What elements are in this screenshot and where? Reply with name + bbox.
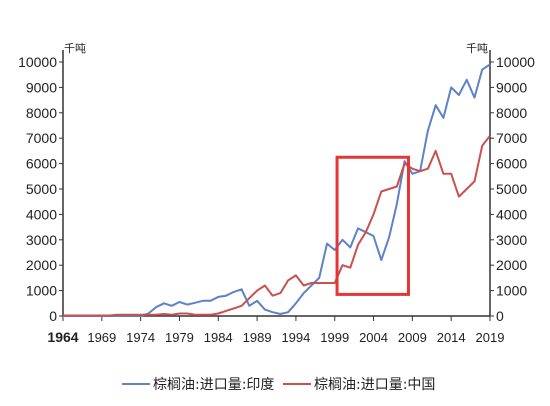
y-tick-label-left: 8000: [26, 105, 57, 121]
x-tick-label: 1984: [204, 330, 233, 345]
legend-label-china: 棕榈油:进口量:中国: [314, 377, 435, 393]
y-tick-label-left: 3000: [26, 232, 57, 248]
y-tick-label-left: 7000: [26, 130, 57, 146]
axes-group: 0 0 1000 1000 2000 2000 3000 3000 4000 4000 5000 50…: [18, 50, 535, 345]
y-axis-unit-right: 千吨: [466, 42, 488, 55]
highlight-box: [335, 155, 410, 296]
x-tick-label: 1989: [243, 330, 272, 345]
y-tick-label-right: 1000: [496, 283, 527, 299]
y-tick-label-left: 9000: [26, 79, 57, 95]
series-layer: [63, 63, 491, 317]
x-tick-label: 2019: [476, 330, 505, 345]
y-tick-label-right: 8000: [496, 105, 527, 121]
y-tick-label-right: 9000: [496, 79, 527, 95]
x-tick-label: 1979: [165, 330, 194, 345]
y-tick-label-left: 1000: [26, 283, 57, 299]
y-tick-label-left: 4000: [26, 206, 57, 222]
series-line-0: [63, 63, 491, 317]
x-tick-label: 1969: [87, 330, 116, 345]
y-tick-label-right: 0: [496, 308, 504, 324]
y-tick-label-right: 10000: [496, 54, 535, 70]
x-tick-label: 1994: [281, 330, 310, 345]
x-tick-label: 2014: [437, 330, 466, 345]
x-tick-label: 2009: [398, 330, 427, 345]
y-axis-unit-left: 千吨: [64, 42, 86, 55]
y-tick-label-right: 7000: [496, 130, 527, 146]
y-tick-label-right: 2000: [496, 257, 527, 273]
legend-label-india: 棕榈油:进口量:印度: [153, 377, 274, 393]
series-line-1: [63, 135, 491, 317]
y-tick-label-right: 6000: [496, 156, 527, 172]
y-tick-label-left: 10000: [18, 54, 57, 70]
x-tick-label: 1964: [47, 329, 78, 345]
y-tick-label-right: 4000: [496, 206, 527, 222]
x-tick-label: 1974: [126, 330, 155, 345]
y-tick-label-left: 2000: [26, 257, 57, 273]
x-tick-label: 2004: [359, 330, 388, 345]
legend: 棕榈油:进口量:印度 棕榈油:进口量:中国: [122, 377, 435, 393]
y-tick-label-right: 3000: [496, 232, 527, 248]
y-tick-label-left: 0: [49, 308, 57, 324]
y-tick-label-right: 5000: [496, 181, 527, 197]
y-tick-label-left: 6000: [26, 156, 57, 172]
x-tick-label: 1999: [320, 330, 349, 345]
y-tick-label-left: 5000: [26, 181, 57, 197]
